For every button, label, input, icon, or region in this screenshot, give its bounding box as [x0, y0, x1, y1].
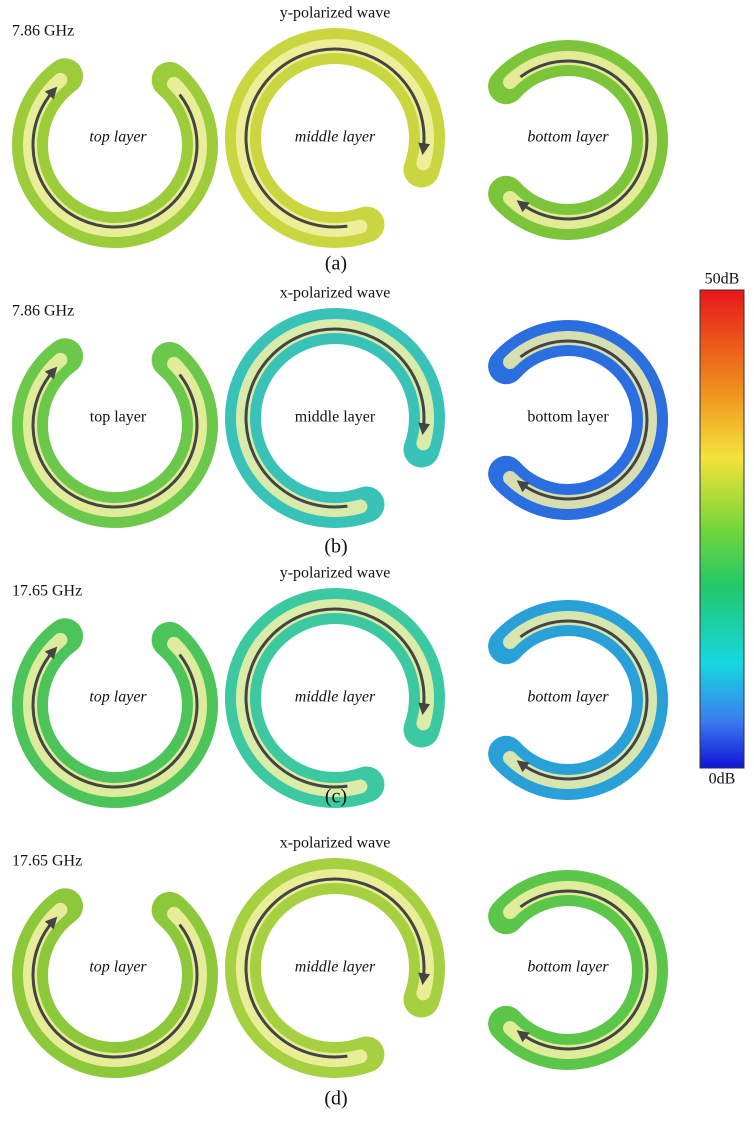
frequency-label: 17.65 GHz — [12, 853, 82, 870]
frequency-label: 17.65 GHz — [12, 583, 82, 600]
layer-label: top layer — [89, 129, 147, 146]
colorbar-max: 50dB — [705, 271, 740, 288]
panel-caption: (b) — [324, 536, 347, 558]
layer-label: middle layer — [295, 129, 376, 146]
layer-label: top layer — [90, 409, 147, 426]
panel: 7.86 GHz y-polarized wave top layer middle … — [12, 5, 650, 275]
wave-label: x-polarized wave — [280, 835, 391, 852]
layer-label: bottom layer — [527, 689, 609, 706]
panel-caption: (c) — [325, 786, 347, 808]
figure: 7.86 GHz y-polarized wave top layer middle … — [0, 0, 754, 1127]
layer-label: bottom layer — [527, 129, 609, 146]
wave-label: x-polarized wave — [280, 285, 391, 302]
panel-caption: (d) — [324, 1088, 347, 1110]
panel: 17.65 GHz x-polarized wave top layer middle… — [12, 835, 650, 1110]
frequency-label: 7.86 GHz — [12, 303, 74, 320]
layer-label: top layer — [89, 959, 147, 976]
panels: 7.86 GHz y-polarized wave top layer middle … — [12, 5, 650, 1110]
panel-caption: (a) — [325, 253, 347, 275]
frequency-label: 7.86 GHz — [12, 23, 74, 40]
layer-label: top layer — [89, 689, 147, 706]
wave-label: y-polarized wave — [280, 5, 391, 22]
layer-label: middle layer — [295, 409, 376, 426]
wave-label: y-polarized wave — [280, 565, 391, 582]
colorbar-min: 0dB — [709, 771, 736, 788]
layer-label: middle layer — [295, 689, 376, 706]
panel: 17.65 GHz y-polarized wave top layer middle… — [12, 565, 650, 808]
colorbar — [700, 290, 744, 768]
layer-label: middle layer — [295, 959, 376, 976]
panel: 7.86 GHz x-polarized wave top layer middle … — [12, 285, 650, 558]
layer-label: bottom layer — [527, 409, 609, 426]
layer-label: bottom layer — [527, 959, 609, 976]
